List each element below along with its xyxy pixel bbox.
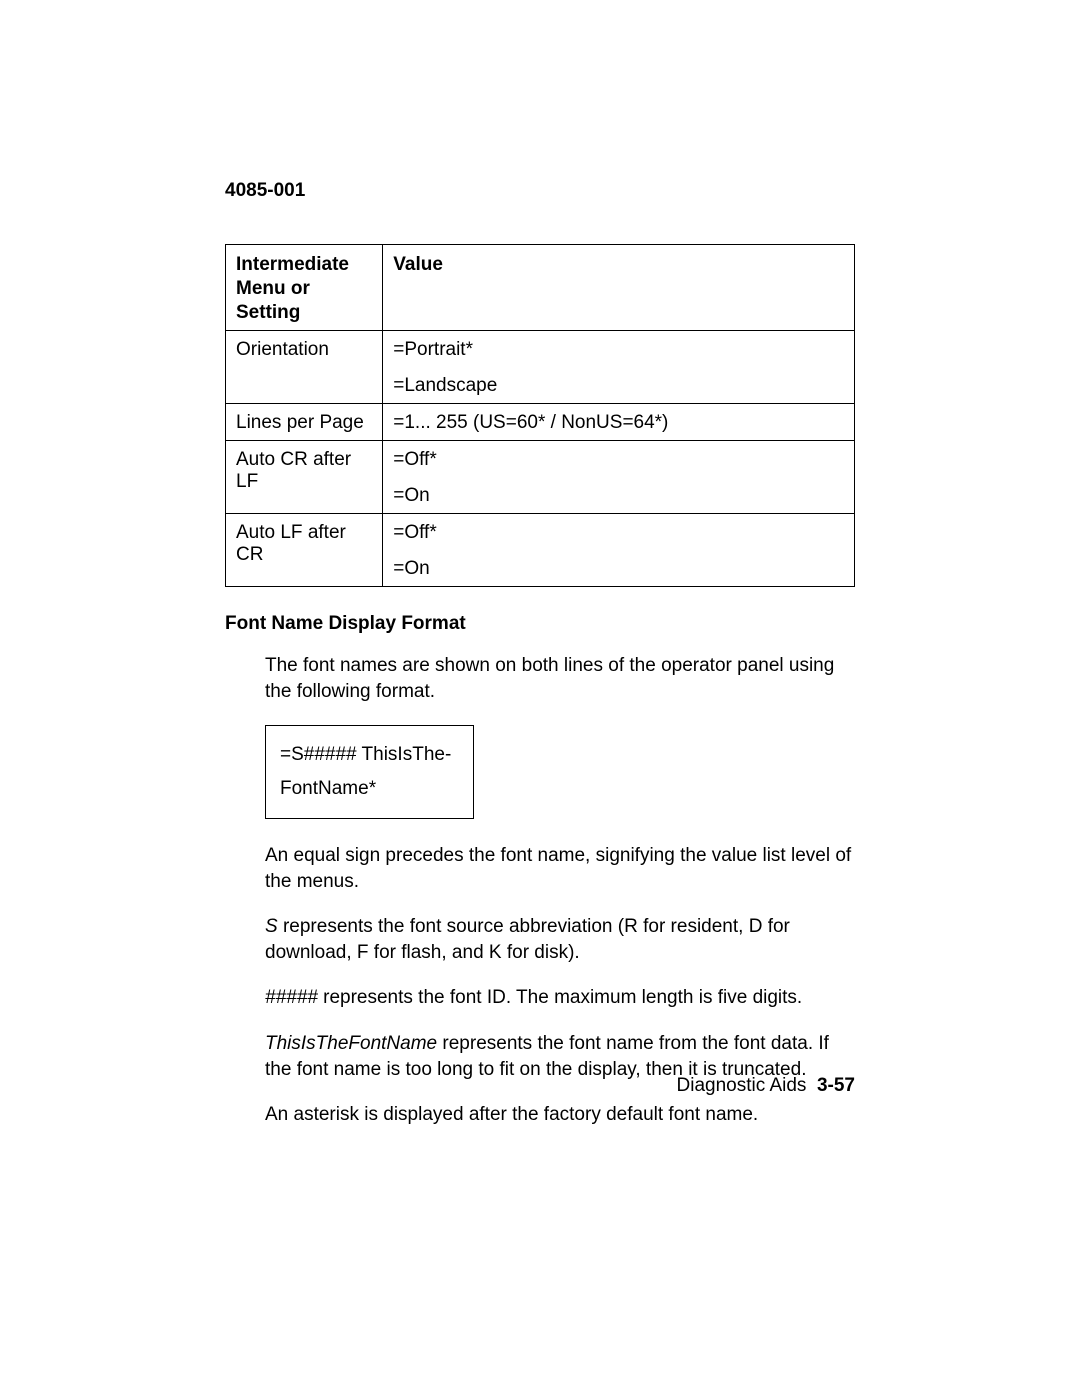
- cell-value: =Portrait* =Landscape: [383, 331, 855, 404]
- cell-value: =Off* =On: [383, 514, 855, 587]
- cell-setting: Auto CR after LF: [226, 441, 383, 514]
- page: 4085-001 Intermediate Menu or Setting Va…: [0, 0, 1080, 1397]
- cell-setting: Auto LF after CR: [226, 514, 383, 587]
- paragraph-equal: An equal sign precedes the font name, si…: [265, 843, 855, 894]
- cell-value: =1... 255 (US=60* / NonUS=64*): [383, 404, 855, 441]
- cell-value: =Off* =On: [383, 441, 855, 514]
- italic-hash: #####: [265, 987, 318, 1008]
- format-line2: FontName*: [280, 772, 451, 806]
- cell-setting: Orientation: [226, 331, 383, 404]
- page-footer: Diagnostic Aids 3-57: [677, 1075, 856, 1097]
- table-row: Lines per Page =1... 255 (US=60* / NonUS…: [226, 404, 855, 441]
- format-box: =S##### ThisIsThe- FontName*: [265, 725, 474, 819]
- section-title: Font Name Display Format: [225, 613, 855, 635]
- col-header-value: Value: [383, 245, 855, 331]
- table-row: Auto CR after LF =Off* =On: [226, 441, 855, 514]
- italic-s: S: [265, 916, 278, 937]
- cell-setting: Lines per Page: [226, 404, 383, 441]
- table-row: Auto LF after CR =Off* =On: [226, 514, 855, 587]
- paragraph-hash: ##### represents the font ID. The maximu…: [265, 985, 855, 1011]
- text-hash-rest: represents the font ID. The maximum leng…: [318, 987, 802, 1008]
- table-header-row: Intermediate Menu or Setting Value: [226, 245, 855, 331]
- table-row: Orientation =Portrait* =Landscape: [226, 331, 855, 404]
- col-header-setting: Intermediate Menu or Setting: [226, 245, 383, 331]
- doc-id-header: 4085-001: [225, 180, 855, 202]
- intro-paragraph: The font names are shown on both lines o…: [265, 653, 855, 704]
- footer-label: Diagnostic Aids: [677, 1075, 807, 1096]
- format-line1: =S##### ThisIsThe-: [280, 738, 451, 772]
- italic-name: ThisIsTheFontName: [265, 1033, 437, 1054]
- footer-page: 3-57: [817, 1075, 855, 1096]
- paragraph-asterisk: An asterisk is displayed after the facto…: [265, 1102, 855, 1128]
- text-s-rest: represents the font source abbreviation …: [265, 916, 790, 963]
- paragraph-s: S represents the font source abbreviatio…: [265, 914, 855, 965]
- settings-table: Intermediate Menu or Setting Value Orien…: [225, 244, 855, 587]
